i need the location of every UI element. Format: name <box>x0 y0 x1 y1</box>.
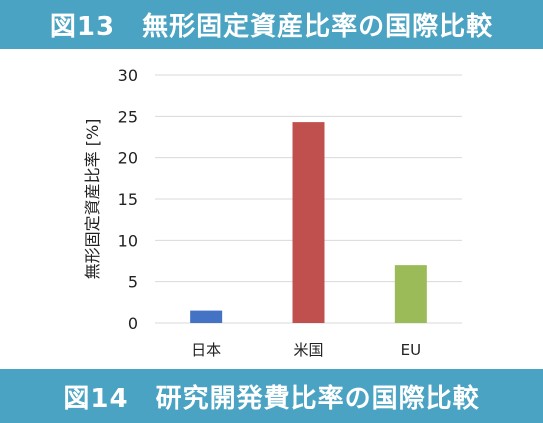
x-tick-label: 米国 <box>293 341 323 359</box>
header-banner: 図13 無形固定資産比率の国際比較 <box>0 0 543 49</box>
y-axis-label: 無形固定資産比率 [%] <box>83 119 102 280</box>
y-tick-label: 20 <box>118 149 138 168</box>
x-tick-label: EU <box>401 341 421 359</box>
footer-title: 図14 研究開発費比率の国際比較 <box>63 383 480 414</box>
y-tick-label: 15 <box>118 190 138 209</box>
y-tick-label: 30 <box>118 66 138 85</box>
header-title: 図13 無形固定資産比率の国際比較 <box>49 12 494 42</box>
y-tick-label: 25 <box>118 107 138 126</box>
y-tick-label: 0 <box>128 314 138 333</box>
chart-area: 0 5 10 15 20 25 30 日本 米国 EU 無形固定資産比率 [%] <box>0 49 543 369</box>
y-tick-label: 10 <box>118 231 138 250</box>
footer-banner: 図14 研究開発費比率の国際比較 <box>0 369 543 423</box>
bar-2 <box>394 265 427 323</box>
y-tick-label: 5 <box>128 273 138 292</box>
bar-1 <box>292 122 325 324</box>
bar-0 <box>190 310 223 323</box>
bar-chart: 0 5 10 15 20 25 30 日本 米国 EU 無形固定資産比率 [%] <box>83 66 462 359</box>
x-tick-label: 日本 <box>191 341 221 359</box>
